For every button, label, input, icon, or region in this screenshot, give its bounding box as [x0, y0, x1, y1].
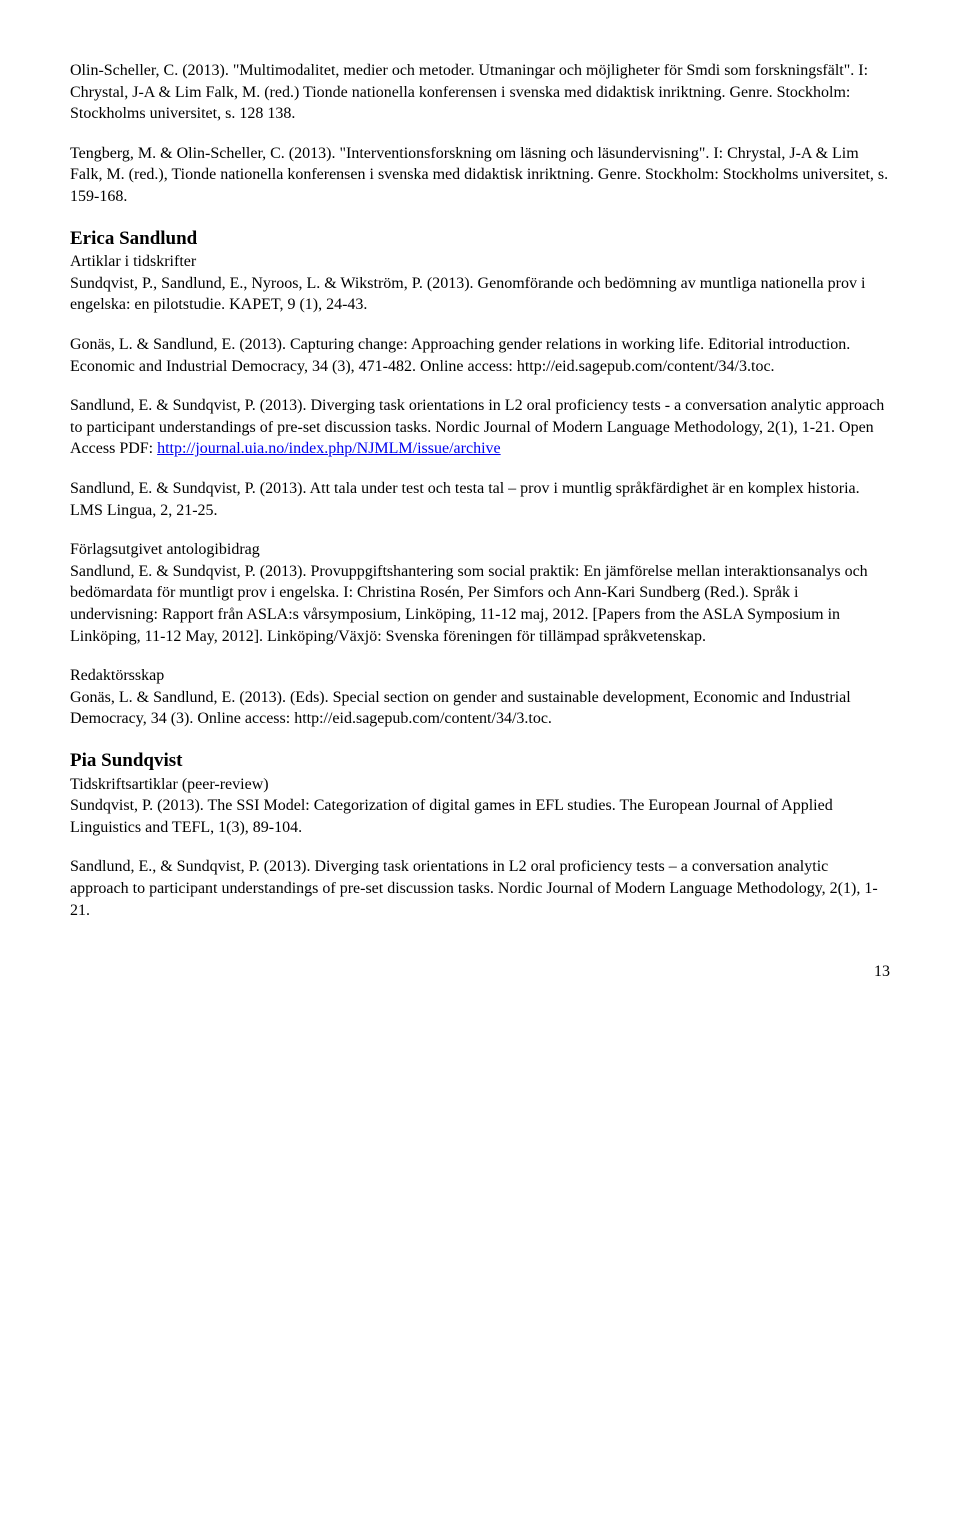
reference-paragraph: Gonäs, L. & Sandlund, E. (2013). Capturi… — [70, 334, 890, 377]
reference-paragraph: Sundqvist, P. (2013). The SSI Model: Cat… — [70, 795, 890, 838]
subsection-heading: Förlagsutgivet antologibidrag — [70, 539, 890, 561]
reference-paragraph: Sundqvist, P., Sandlund, E., Nyroos, L. … — [70, 273, 890, 316]
reference-paragraph: Olin-Scheller, C. (2013). "Multimodalite… — [70, 60, 890, 125]
reference-paragraph: Tengberg, M. & Olin-Scheller, C. (2013).… — [70, 143, 890, 208]
subsection-heading: Tidskriftsartiklar (peer-review) — [70, 774, 890, 796]
reference-link[interactable]: http://journal.uia.no/index.php/NJMLM/is… — [157, 440, 501, 457]
reference-paragraph: Sandlund, E. & Sundqvist, P. (2013). Pro… — [70, 561, 890, 647]
page-number: 13 — [70, 961, 890, 983]
reference-paragraph: Sandlund, E. & Sundqvist, P. (2013). Att… — [70, 478, 890, 521]
author-heading-pia: Pia Sundqvist — [70, 748, 890, 774]
subsection-heading: Artiklar i tidskrifter — [70, 251, 890, 273]
reference-paragraph: Sandlund, E., & Sundqvist, P. (2013). Di… — [70, 856, 890, 921]
reference-paragraph: Sandlund, E. & Sundqvist, P. (2013). Div… — [70, 395, 890, 460]
reference-paragraph: Gonäs, L. & Sandlund, E. (2013). (Eds). … — [70, 687, 890, 730]
subsection-heading: Redaktörsskap — [70, 665, 890, 687]
author-heading-erica: Erica Sandlund — [70, 226, 890, 252]
